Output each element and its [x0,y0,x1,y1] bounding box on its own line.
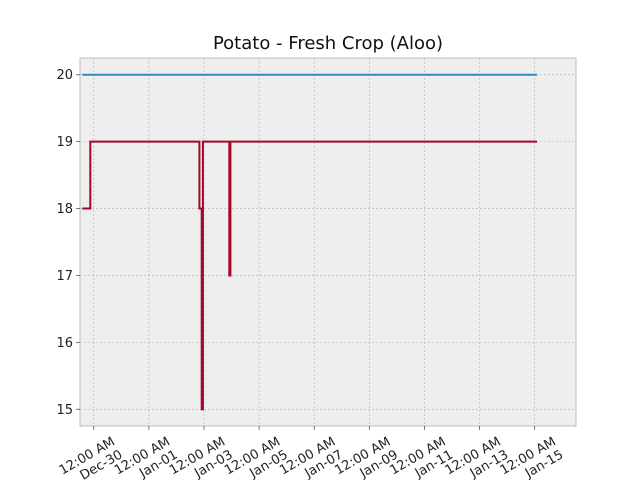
plot-area [79,57,577,427]
y-tick-label: 20 [56,68,73,83]
y-axis: 15 16 17 18 19 20 [56,68,80,418]
y-tick-label: 16 [56,336,73,351]
y-tick-label: 18 [56,202,73,217]
series-lines [82,73,537,411]
y-tick-label: 17 [56,269,73,284]
x-tick-label: 12:00 AMDec-30 [57,434,125,480]
series-line-2 [82,140,537,411]
chart-title: Potato - Fresh Crop (Aloo) [213,33,443,54]
y-tick-label: 15 [56,403,73,418]
y-tick-label: 19 [56,135,73,150]
